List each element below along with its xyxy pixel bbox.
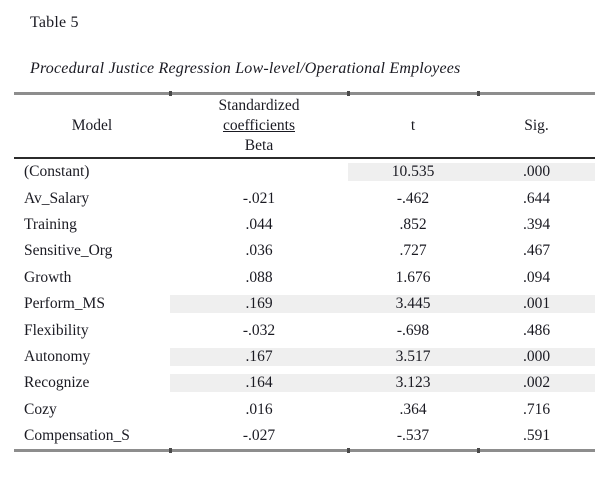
t-cell: .727	[399, 242, 427, 260]
table-row: (Constant) 10.535 .000	[14, 159, 595, 186]
model-cell: Compensation_S	[24, 427, 130, 445]
t-cell: 3.123	[348, 374, 478, 393]
beta-cell: .169	[170, 295, 348, 314]
table-row: Training .044 .852 .394	[14, 212, 595, 238]
column-divider-tick	[169, 91, 172, 96]
table-bottom-border	[14, 448, 595, 454]
beta-cell: .167	[170, 347, 348, 366]
column-divider-tick	[477, 448, 480, 454]
beta-cell: -.027	[242, 427, 276, 445]
sig-cell: .467	[522, 242, 551, 260]
table-row: Sensitive_Org .036 .727 .467	[14, 238, 595, 264]
sig-cell: .000	[478, 347, 595, 366]
header-standardized-line: Standardized	[218, 97, 300, 114]
model-cell: Training	[24, 215, 77, 233]
column-divider-tick	[347, 448, 350, 454]
table-caption: Procedural Justice Regression Low-level/…	[30, 60, 461, 77]
model-cell: Cozy	[24, 400, 57, 418]
t-cell: .364	[399, 400, 427, 418]
t-cell: 1.676	[395, 268, 431, 286]
column-divider-tick	[169, 448, 172, 454]
t-cell: -.462	[396, 189, 430, 207]
t-cell: .852	[399, 215, 427, 233]
sig-cell: .001	[478, 295, 595, 314]
model-cell: Growth	[24, 268, 72, 286]
model-cell: (Constant)	[24, 163, 90, 181]
model-cell: Av_Salary	[24, 189, 90, 207]
beta-cell: -.021	[242, 189, 276, 207]
t-cell: 3.517	[348, 347, 478, 366]
table-row: Flexibility -.032 -.698 .486	[14, 317, 595, 343]
sig-cell: .002	[478, 374, 595, 393]
sig-cell: .644	[522, 189, 551, 207]
t-cell: 10.535	[348, 163, 478, 182]
table-row: Compensation_S -.027 -.537 .591	[14, 423, 595, 449]
table-number-label: Table 5	[30, 14, 79, 31]
header-model: Model	[71, 117, 113, 134]
model-cell: Flexibility	[24, 321, 89, 339]
sig-cell: .591	[522, 427, 551, 445]
regression-table: Model Standardized coefficients Beta t S…	[14, 91, 595, 454]
column-divider-tick	[477, 91, 480, 96]
sig-cell: .094	[522, 268, 551, 286]
model-cell: Sensitive_Org	[24, 242, 113, 260]
sig-cell: .000	[478, 163, 595, 182]
model-cell: Perform_MS	[24, 295, 105, 313]
table-row: Perform_MS .169 3.445 .001	[14, 290, 595, 318]
table-row: Autonomy .167 3.517 .000	[14, 343, 595, 371]
t-cell: -.537	[396, 427, 430, 445]
sig-cell: .486	[522, 321, 551, 339]
beta-cell: .044	[245, 215, 273, 233]
beta-cell: .016	[245, 400, 273, 418]
sig-cell: .394	[522, 215, 551, 233]
table-row: Growth .088 1.676 .094	[14, 265, 595, 291]
column-divider-tick	[347, 91, 350, 96]
beta-cell: .036	[245, 242, 273, 260]
model-cell: Recognize	[24, 374, 90, 392]
table-body: (Constant) 10.535 .000 Av_Salary -.021 -…	[14, 159, 595, 449]
t-cell: 3.445	[348, 295, 478, 314]
table-header-row: Model Standardized coefficients Beta t S…	[14, 95, 595, 159]
beta-cell: .088	[245, 268, 273, 286]
table-top-border	[14, 91, 595, 96]
header-t: t	[410, 117, 416, 134]
table-row: Cozy .016 .364 .716	[14, 397, 595, 423]
t-cell: -.698	[396, 321, 430, 339]
beta-cell: .164	[170, 374, 348, 393]
header-beta-line: Beta	[244, 137, 274, 154]
table-row: Recognize .164 3.123 .002	[14, 370, 595, 397]
model-cell: Autonomy	[24, 347, 91, 365]
beta-cell: -.032	[242, 321, 276, 339]
header-standardized-coefficients-beta: Standardized coefficients Beta	[170, 96, 348, 156]
sig-cell: .716	[522, 400, 551, 418]
header-coefficients-line: coefficients	[222, 117, 295, 134]
header-sig: Sig.	[524, 117, 549, 134]
table-row: Av_Salary -.021 -.462 .644	[14, 185, 595, 211]
